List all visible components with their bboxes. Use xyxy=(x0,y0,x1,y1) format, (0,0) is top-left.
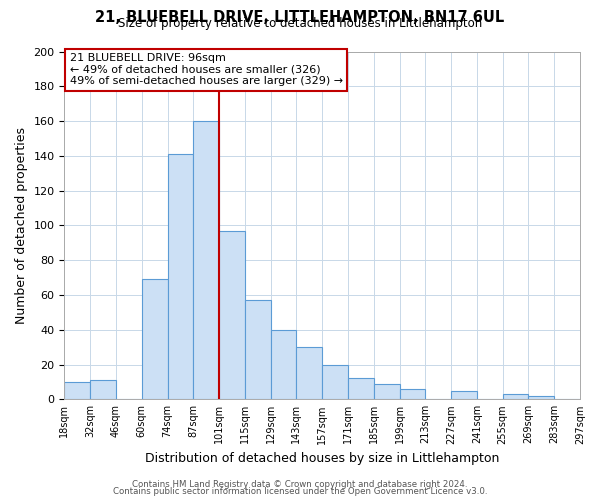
Bar xyxy=(167,154,193,400)
Text: Size of property relative to detached houses in Littlehampton: Size of property relative to detached ho… xyxy=(118,18,482,30)
Bar xyxy=(193,121,219,400)
Bar xyxy=(374,384,400,400)
Bar xyxy=(400,389,425,400)
Bar xyxy=(296,347,322,400)
Text: 21, BLUEBELL DRIVE, LITTLEHAMPTON, BN17 6UL: 21, BLUEBELL DRIVE, LITTLEHAMPTON, BN17 … xyxy=(95,10,505,25)
Y-axis label: Number of detached properties: Number of detached properties xyxy=(15,127,28,324)
X-axis label: Distribution of detached houses by size in Littlehampton: Distribution of detached houses by size … xyxy=(145,452,499,465)
Bar xyxy=(245,300,271,400)
Text: 21 BLUEBELL DRIVE: 96sqm
← 49% of detached houses are smaller (326)
49% of semi-: 21 BLUEBELL DRIVE: 96sqm ← 49% of detach… xyxy=(70,53,343,86)
Bar xyxy=(451,390,477,400)
Bar xyxy=(271,330,296,400)
Bar xyxy=(90,380,116,400)
Text: Contains HM Land Registry data © Crown copyright and database right 2024.: Contains HM Land Registry data © Crown c… xyxy=(132,480,468,489)
Text: Contains public sector information licensed under the Open Government Licence v3: Contains public sector information licen… xyxy=(113,487,487,496)
Bar xyxy=(142,280,167,400)
Bar xyxy=(503,394,529,400)
Bar xyxy=(219,230,245,400)
Bar xyxy=(322,364,348,400)
Bar xyxy=(348,378,374,400)
Bar xyxy=(529,396,554,400)
Bar xyxy=(64,382,90,400)
